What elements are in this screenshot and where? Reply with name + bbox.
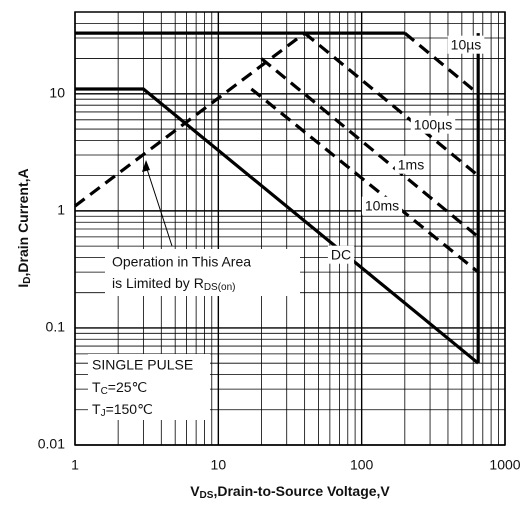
grid	[74, 12, 506, 446]
series-line	[75, 87, 480, 365]
series-line	[260, 57, 480, 239]
x-axis-label: VDS,Drain-to-Source Voltage,V	[190, 483, 390, 501]
plot-frame	[74, 11, 506, 446]
annotation: =25℃	[108, 379, 147, 395]
y-axis-label-sub: D	[22, 277, 33, 284]
series-label: 100µs	[414, 117, 452, 133]
labels: 1 10 100 1000 0.01 0.1 1 10 10µs 100µs 1ms 10ms DC	[38, 35, 521, 473]
series-label-bg	[447, 35, 485, 54]
series-label: DC	[331, 247, 351, 263]
y-tick-label: 10	[49, 85, 65, 101]
y-tick-label: 0.01	[38, 436, 65, 452]
annotation: TC=25℃	[92, 379, 147, 397]
annotation-sub: J	[101, 408, 106, 419]
x-axis-label-sub: DS	[200, 490, 214, 501]
y-axis-label: I	[15, 284, 31, 288]
annotation: Operation in This Area	[112, 254, 251, 270]
annotation-sub: DS(on)	[204, 282, 236, 293]
x-tick-label: 1	[71, 457, 79, 473]
annotation: is Limited by RDS(on)	[112, 275, 236, 293]
series-label-bg	[327, 245, 355, 264]
marks	[74, 31, 480, 365]
annotation-box	[88, 354, 210, 420]
y-tick-label: 1	[57, 202, 65, 218]
y-axis-label: ,Drain Current,A	[15, 168, 31, 276]
y-axis-label: ID,Drain Current,A	[15, 168, 33, 287]
arrow	[145, 165, 173, 247]
series-line	[403, 31, 480, 96]
annotation: T	[92, 401, 101, 417]
annotation: TJ=150℃	[92, 401, 153, 419]
annotation: T	[92, 379, 101, 395]
arrow-head	[142, 160, 150, 172]
y-tick-label: 0.1	[46, 319, 66, 335]
series-line	[250, 87, 480, 274]
x-tick-label: 1000	[489, 457, 520, 473]
series-label: 10µs	[451, 37, 482, 53]
annotation-sub: C	[101, 386, 108, 397]
x-axis-label: V	[190, 483, 200, 499]
series-label-bg	[410, 115, 456, 134]
series-label: 10ms	[365, 198, 399, 214]
annotation: =150℃	[106, 401, 153, 417]
x-axis-label: ,Drain-to-Source Voltage,V	[213, 483, 390, 499]
series-label-bg	[361, 196, 403, 215]
x-tick-label: 10	[211, 457, 227, 473]
annotation-box	[105, 249, 300, 296]
series-label: 1ms	[398, 157, 424, 173]
series-label-bg	[394, 155, 428, 174]
x-tick-label: 100	[350, 457, 374, 473]
annotation: is Limited by R	[112, 275, 204, 291]
annotation: SINGLE PULSE	[92, 357, 193, 373]
